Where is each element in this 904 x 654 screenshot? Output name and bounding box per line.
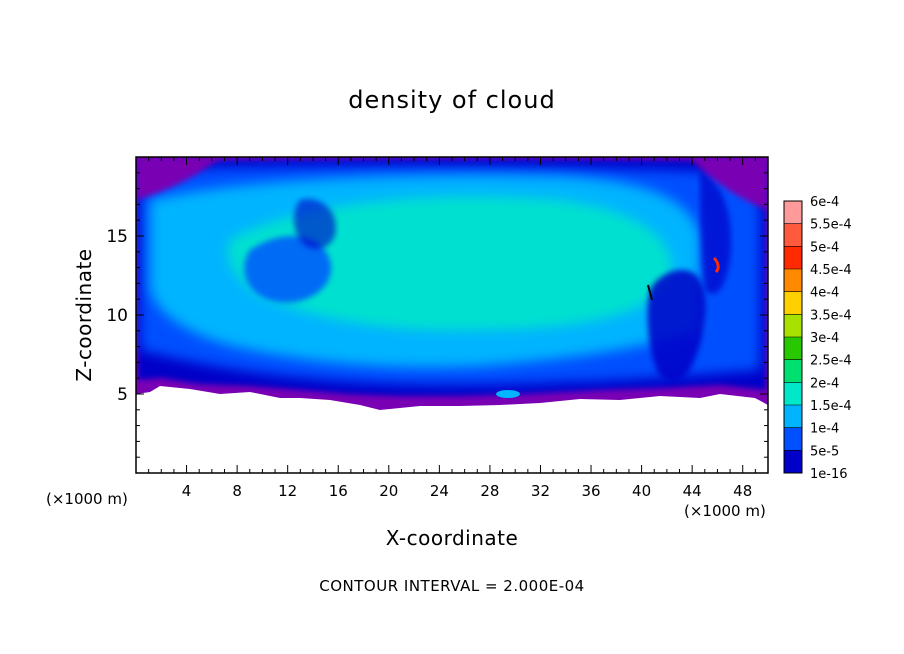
y-axis-ticks: 5 10 15 [106,172,768,458]
colorbar-label: 3e-4 [810,331,839,346]
y-axis-label: Z-coordinate [72,248,96,382]
x-tick-label: 40 [632,482,651,500]
contour-interval-note: CONTOUR INTERVAL = 2.000E-04 [319,577,585,595]
colorbar-swatch [784,269,802,292]
bright-spot [496,390,520,398]
colorbar-swatch [784,246,802,269]
x-axis-label: X-coordinate [385,526,519,550]
chart-title: density of cloud [348,86,556,114]
turbulent-column [647,269,707,381]
colorbar-swatch [784,201,802,224]
colorbar-label: 4e-4 [810,286,839,301]
x-tick-label: 24 [430,482,449,500]
top-left-edge [136,157,220,200]
colorbar-label: 2e-4 [810,376,839,391]
x-tick-label: 28 [480,482,499,500]
x-axis-ticks: 4 8 12 16 20 24 28 32 36 40 44 48 [148,157,756,500]
y-tick-label: 15 [106,227,128,247]
colorbar-label: 5e-5 [810,444,839,459]
colorbar-label: 4.5e-4 [810,263,852,278]
colorbar-swatch [784,359,802,383]
dark-filament [647,284,653,301]
x-tick-label: 8 [232,482,242,500]
x-tick-label: 44 [683,482,702,500]
high-density-core [228,196,672,331]
x-tick-label: 48 [733,482,752,500]
y-tick-label: 5 [117,385,128,405]
x-tick-label: 12 [278,482,297,500]
colorbar-label: 6e-4 [810,195,839,210]
x-unit-left: (×1000 m) [46,490,128,508]
colorbar-swatch [784,314,802,337]
vortex-inner [294,199,336,250]
colorbar: 6e-4 5.5e-4 5e-4 4.5e-4 4e-4 3.5e-4 3e-4 2.5e-4… [783,195,852,482]
x-tick-label: 36 [581,482,600,500]
colorbar-swatch [784,450,802,473]
colorbar-swatch [784,382,802,405]
colorbar-swatch [784,427,802,451]
colorbar-label: 1e-16 [810,467,848,482]
x-tick-label: 4 [182,482,192,500]
red-filament [712,256,720,274]
x-tick-label: 32 [531,482,550,500]
colorbar-swatch [784,223,802,247]
colorbar-label: 5e-4 [810,240,839,255]
top-right-edge [690,157,768,210]
x-tick-label: 16 [329,482,348,500]
vortex-feature [244,236,332,303]
density-field [136,157,768,410]
right-updraft [700,170,731,294]
colorbar-label: 2.5e-4 [810,354,852,369]
y-tick-label: 10 [106,306,128,326]
colorbar-label: 3.5e-4 [810,308,852,323]
colorbar-label: 5.5e-4 [810,218,852,233]
colorbar-swatch [784,291,802,315]
colorbar-swatch [784,337,802,360]
colorbar-label: 1e-4 [810,422,839,437]
colorbar-label: 1.5e-4 [810,399,852,414]
colorbar-swatch [784,405,802,428]
x-unit-right: (×1000 m) [684,502,766,520]
x-tick-label: 20 [379,482,398,500]
